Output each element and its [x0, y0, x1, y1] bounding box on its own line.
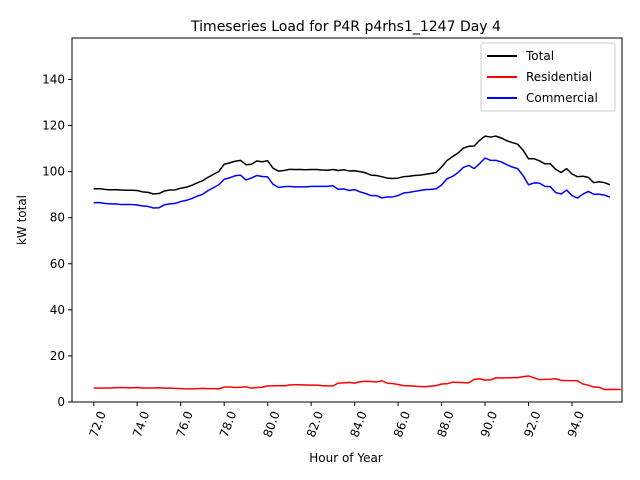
- y-tick-label: 80: [50, 211, 65, 225]
- x-tick-label: 94.0: [565, 409, 587, 439]
- y-tick-label: 40: [50, 303, 65, 317]
- y-tick-label: 60: [50, 257, 65, 271]
- x-tick-label: 90.0: [478, 409, 500, 439]
- x-tick-label: 72.0: [87, 409, 109, 439]
- x-tick-label: 92.0: [521, 409, 543, 439]
- y-tick-label: 120: [42, 119, 65, 133]
- x-tick-label: 82.0: [304, 409, 326, 439]
- y-tick-label: 140: [42, 72, 65, 86]
- x-axis-ticks: 72.0 74.0 76.0 78.0 80.0 82.0 84.0 86.0 88.0 90.0…: [87, 402, 587, 439]
- y-axis-ticks: 0 20 40 60 80 100 120 140: [42, 72, 72, 409]
- legend-box: [480, 42, 616, 112]
- series-layer: [93, 135, 621, 391]
- y-tick-label: 100: [42, 165, 65, 179]
- legend-label-total: Total: [525, 49, 554, 63]
- series-line-total: [93, 135, 611, 195]
- x-tick-label: 84.0: [347, 409, 369, 439]
- chart-title: Timeseries Load for P4R p4rhs1_1247 Day …: [190, 19, 501, 35]
- plot-frame: [71, 37, 623, 403]
- x-tick-label: 74.0: [130, 409, 152, 439]
- x-tick-label: 80.0: [260, 409, 282, 439]
- y-axis-label: kW total: [15, 195, 29, 245]
- x-tick-label: 78.0: [217, 409, 239, 439]
- legend-label-residential: Residential: [526, 70, 592, 84]
- x-tick-label: 86.0: [391, 409, 413, 439]
- series-line-residential: [93, 375, 621, 391]
- chart-legend: Total Residential Commercial: [480, 42, 616, 112]
- legend-items: Total Residential Commercial: [487, 49, 598, 105]
- series-line-commercial: [93, 157, 611, 209]
- legend-label-commercial: Commercial: [526, 91, 598, 105]
- x-axis-label: Hour of Year: [309, 451, 383, 465]
- y-tick-label: 0: [57, 395, 65, 409]
- x-tick-label: 76.0: [173, 409, 195, 439]
- y-tick-label: 20: [50, 349, 65, 363]
- x-tick-label: 88.0: [434, 409, 456, 439]
